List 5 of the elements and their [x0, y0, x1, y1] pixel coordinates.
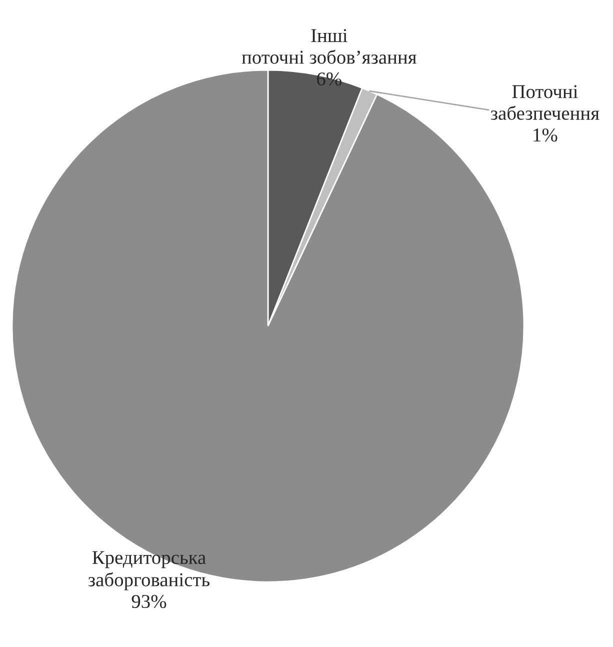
slice-label: Поточні забезпечення: [490, 85, 600, 120]
slice-label: Кредиторська заборгованість: [88, 551, 210, 590]
data-label: 93%: [132, 594, 166, 608]
data-label: 1%: [534, 128, 558, 142]
slice-label: Інші поточні зобов’язання: [242, 29, 416, 64]
